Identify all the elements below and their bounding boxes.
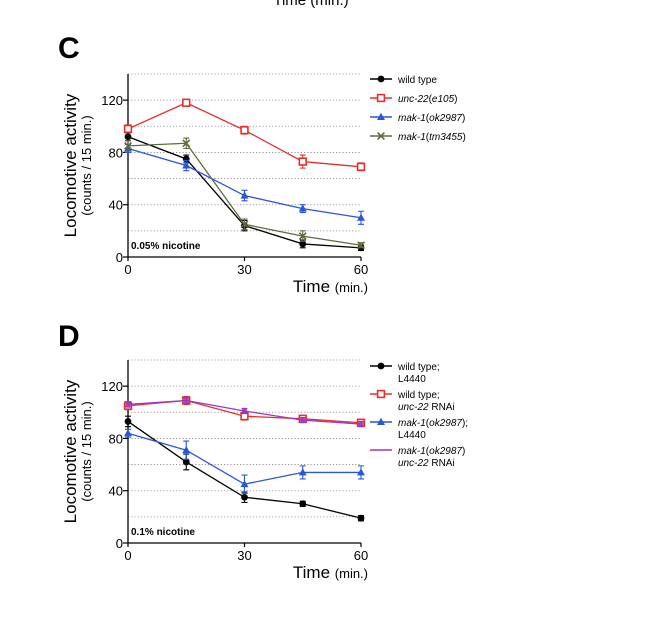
panel-d-legend-entry: mak-1(ok2987);L4440 — [370, 417, 468, 441]
panel-d-y-tick-label: 0 — [116, 536, 123, 551]
panel-d-legend-label: mak-1(ok2987); — [398, 418, 468, 429]
panel-d-x-axis-label: Time (min.) — [293, 563, 368, 582]
panel-c-legend-swatch-marker — [377, 132, 385, 140]
panel-c-series-mak-1-ok2987-point — [182, 161, 191, 169]
panel-c-annotation: 0.05% nicotine — [131, 241, 201, 252]
panel-d-letter: D — [58, 320, 80, 353]
panel-d-legend-swatch-marker — [377, 362, 385, 370]
panel-d-series-wild-type-l4440-point — [357, 514, 365, 522]
panel-c-legend-label: mak-1(tm3455) — [398, 132, 466, 143]
panel-c-series-mak-1-ok2987-point — [298, 204, 307, 212]
panel-d-legend-swatch-marker — [377, 417, 385, 425]
panel-d-legend-swatch-marker — [376, 389, 386, 399]
panel-c-series-unc-22-e105-point — [356, 162, 366, 172]
panel-c-x-axis-label: Time (min.) — [293, 277, 368, 296]
panel-d-series-mak-1-ok2987-unc-22-rnai-point — [183, 398, 189, 404]
panel-d-legend-label: wild type; — [397, 362, 440, 373]
panel-c-y-tick-label: 80 — [109, 145, 123, 160]
panel-d-y-tick-label: 80 — [109, 431, 123, 446]
panel-c-legend-swatch-marker — [376, 93, 386, 103]
panel-d-series-wild-type-l4440 — [124, 415, 365, 522]
panel-d-series-mak-1-ok2987-l4440-point — [240, 479, 249, 488]
panel-c-series-unc-22-e105-point — [298, 157, 307, 166]
panel-c-series-mak-1-tm3455-point — [124, 141, 132, 150]
panel-d-y-tick-label: 40 — [109, 484, 123, 499]
panel-c-series-mak-1-ok2987-point — [240, 191, 249, 199]
panel-d-x-tick-label: 30 — [237, 548, 251, 563]
panel-c-x-tick-label: 60 — [354, 262, 368, 277]
panel-d-legend-label: L4440 — [398, 374, 426, 385]
panel-c-legend-label: unc-22(e105) — [398, 94, 458, 105]
panel-d-x-tick-label: 0 — [124, 548, 131, 563]
panel-c-series-mak-1-tm3455-point — [182, 139, 191, 148]
panel-d-y-tick-label: 120 — [101, 379, 123, 394]
panel-d-legend-label: unc-22 RNAi — [398, 402, 455, 413]
panel-c-x-tick-label: 0 — [124, 262, 131, 277]
panel-d-series-wild-type-l4440-line — [127, 420, 362, 519]
panel-c-legend-swatch-marker — [377, 75, 385, 83]
panel-c-series-mak-1-tm3455 — [124, 137, 365, 250]
panel-d-y-axis-sublabel: (counts / 15 min.) — [79, 401, 94, 501]
panel-d-chart: D 0 40 80 120 0 30 60 Locomotive activity (counts… — [58, 320, 468, 582]
panel-c-y-axis-label: Locomotive activity — [61, 93, 80, 237]
panel-d-legend-entry: wild type;L4440 — [370, 362, 440, 385]
panel-c-series-wild-type-point — [124, 133, 132, 141]
panel-d-legend-label: wild type; — [397, 390, 440, 401]
panel-c-series-mak-1-ok2987-point — [357, 213, 365, 221]
panel-c-legend-swatch-marker — [377, 112, 385, 120]
panel-c-series-mak-1-ok2987-line — [127, 147, 362, 219]
panel-c-letter: C — [58, 32, 80, 65]
panel-c-series-mak-1-tm3455-point — [298, 232, 307, 241]
panel-c-series-unc-22-e105-point — [182, 98, 191, 107]
panel-c-y-tick-label: 0 — [116, 250, 123, 265]
panel-d-series-wild-type-l4440-point — [241, 493, 248, 501]
panel-d-legend-label: L4440 — [398, 430, 426, 441]
panel-d-series-wild-type-l4440-point — [182, 458, 190, 466]
panel-c-series-mak-1-ok2987 — [124, 144, 365, 225]
panel-c-chart: C 0 40 80 120 0 30 60 Locomotive activity (counts… — [58, 32, 466, 296]
panel-c-legend-label: mak-1(ok2987) — [398, 113, 465, 124]
panel-c-series-unc-22-e105-line — [127, 102, 362, 168]
panel-c-x-tick-label: 30 — [237, 262, 251, 277]
panel-c-series-unc-22-e105-point — [123, 124, 133, 134]
panel-d-series-mak-1-ok2987-l4440 — [124, 428, 365, 494]
top-cropped-axis-label: Time (min.) — [273, 0, 348, 9]
panel-d-series-mak-1-ok2987-l4440-point — [357, 468, 365, 476]
panel-d-series-mak-1-ok2987-unc-22-rnai-point — [125, 401, 131, 407]
panel-d-x-tick-label: 60 — [354, 548, 368, 563]
panel-d-series-wild-type-l4440-point — [124, 418, 132, 425]
panel-d-legend-label: unc-22 RNAi — [398, 458, 455, 469]
panel-d-legend-entry: mak-1(ok2987)unc-22 RNAi — [370, 446, 465, 469]
panel-c-series-mak-1-tm3455-point — [357, 241, 365, 250]
panel-c-legend-label: wild type — [397, 75, 437, 86]
panel-d-y-axis-label: Locomotive activity — [61, 379, 80, 523]
panel-d-series-mak-1-ok2987-unc-22-rnai-point — [358, 421, 364, 427]
panel-d-annotation: 0.1% nicotine — [131, 527, 195, 538]
panel-c-series-unc-22-e105 — [123, 98, 366, 172]
panel-d-legend-entry: wild type;unc-22 RNAi — [370, 389, 455, 413]
panel-d-series-mak-1-ok2987-unc-22-rnai-point — [300, 417, 306, 423]
panel-d-series-mak-1-ok2987-l4440-point — [124, 429, 132, 437]
panel-c-legend-entry: unc-22(e105) — [370, 93, 458, 105]
panel-c-y-tick-label: 40 — [109, 198, 123, 213]
panel-d-series-mak-1-ok2987-l4440-point — [298, 468, 307, 476]
panel-c-series-unc-22-e105-point — [240, 126, 249, 135]
panel-c-series-mak-1-tm3455-point — [240, 220, 249, 229]
panel-d-series-wild-type-l4440-point — [299, 500, 307, 508]
panel-d-series-mak-1-ok2987-unc-22-rnai-point — [242, 408, 247, 414]
panel-d-series-mak-1-ok2987-unc-22-rnai — [125, 397, 364, 428]
panel-d-legend-label: mak-1(ok2987) — [398, 446, 465, 457]
panel-c-series-wild-type-point — [299, 240, 307, 248]
panel-c-y-axis-sublabel: (counts / 15 min.) — [79, 115, 94, 215]
panel-c-legend-entry: mak-1(tm3455) — [370, 132, 466, 143]
panel-c-legend-entry: wild type — [370, 75, 437, 86]
panel-d-series-mak-1-ok2987-l4440-point — [182, 445, 191, 454]
panel-c-y-tick-label: 120 — [101, 93, 123, 108]
panel-c-legend-entry: mak-1(ok2987) — [370, 112, 465, 124]
